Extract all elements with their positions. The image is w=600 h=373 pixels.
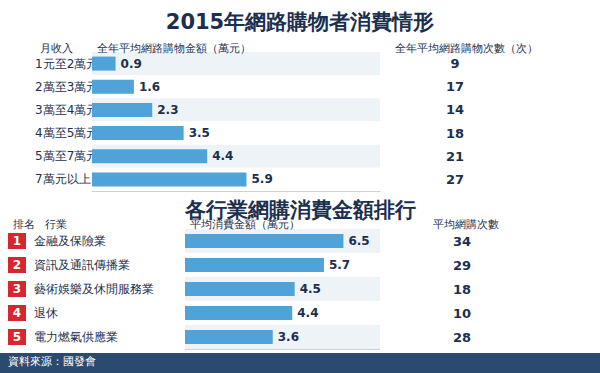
svg-text:各行業網購消費金額排行: 各行業網購消費金額排行 <box>184 197 416 222</box>
svg-text:5: 5 <box>13 330 21 344</box>
svg-text:28: 28 <box>453 330 471 345</box>
svg-text:全年平均網路購物金額（萬元）: 全年平均網路購物金額（萬元） <box>97 42 251 55</box>
svg-text:金融及保險業: 金融及保險業 <box>26 234 106 248</box>
svg-text:18: 18 <box>446 126 464 141</box>
svg-text:1元至2萬元: 1元至2萬元 <box>35 57 98 71</box>
svg-text:4.4: 4.4 <box>212 149 233 163</box>
svg-text:6.5: 6.5 <box>348 234 369 248</box>
svg-text:1.6: 1.6 <box>139 80 160 94</box>
svg-text:34: 34 <box>453 234 471 249</box>
svg-text:5萬至7萬元: 5萬至7萬元 <box>35 149 98 163</box>
svg-text:藝術娛樂及休閒服務業: 藝術娛樂及休閒服務業 <box>26 282 154 296</box>
svg-text:29: 29 <box>453 258 471 273</box>
svg-text:17: 17 <box>446 79 464 94</box>
svg-text:0.9: 0.9 <box>121 57 142 71</box>
svg-text:4: 4 <box>13 306 21 320</box>
svg-text:資訊及通訊傳播業: 資訊及通訊傳播業 <box>26 258 130 272</box>
svg-text:2萬至3萬元: 2萬至3萬元 <box>35 80 98 94</box>
svg-text:3萬至4萬元: 3萬至4萬元 <box>35 103 98 117</box>
svg-text:14: 14 <box>446 102 464 117</box>
svg-text:3.5: 3.5 <box>189 126 210 140</box>
svg-text:2.3: 2.3 <box>157 103 178 117</box>
svg-text:5.9: 5.9 <box>251 172 272 186</box>
svg-text:5.7: 5.7 <box>329 258 350 272</box>
svg-text:7萬元以上: 7萬元以上 <box>35 172 91 186</box>
svg-text:3.6: 3.6 <box>278 330 299 344</box>
svg-text:電力燃氣供應業: 電力燃氣供應業 <box>26 330 118 344</box>
svg-text:4萬至5萬元: 4萬至5萬元 <box>35 126 98 140</box>
svg-text:平均消費金額（萬元）: 平均消費金額（萬元） <box>190 218 300 231</box>
svg-text:4.4: 4.4 <box>297 306 318 320</box>
svg-text:21: 21 <box>446 149 464 164</box>
svg-text:退休: 退休 <box>26 306 58 320</box>
svg-text:資料來源：國發會: 資料來源：國發會 <box>8 355 96 368</box>
svg-text:9: 9 <box>450 56 459 71</box>
svg-text:4.5: 4.5 <box>300 282 321 296</box>
svg-text:平均網購次數: 平均網購次數 <box>433 218 499 231</box>
svg-text:10: 10 <box>453 306 471 321</box>
svg-text:1: 1 <box>13 234 21 248</box>
svg-text:2015年網路購物者消費情形: 2015年網路購物者消費情形 <box>166 10 434 34</box>
svg-text:排名: 排名 <box>13 218 35 231</box>
svg-text:18: 18 <box>453 282 471 297</box>
svg-text:行業: 行業 <box>45 218 67 231</box>
svg-text:2: 2 <box>13 258 21 272</box>
svg-text:全年平均網路購物次數（次）: 全年平均網路購物次數（次） <box>395 42 538 55</box>
svg-text:3: 3 <box>13 282 21 296</box>
svg-text:月收入: 月收入 <box>40 42 73 55</box>
svg-text:27: 27 <box>446 172 464 187</box>
